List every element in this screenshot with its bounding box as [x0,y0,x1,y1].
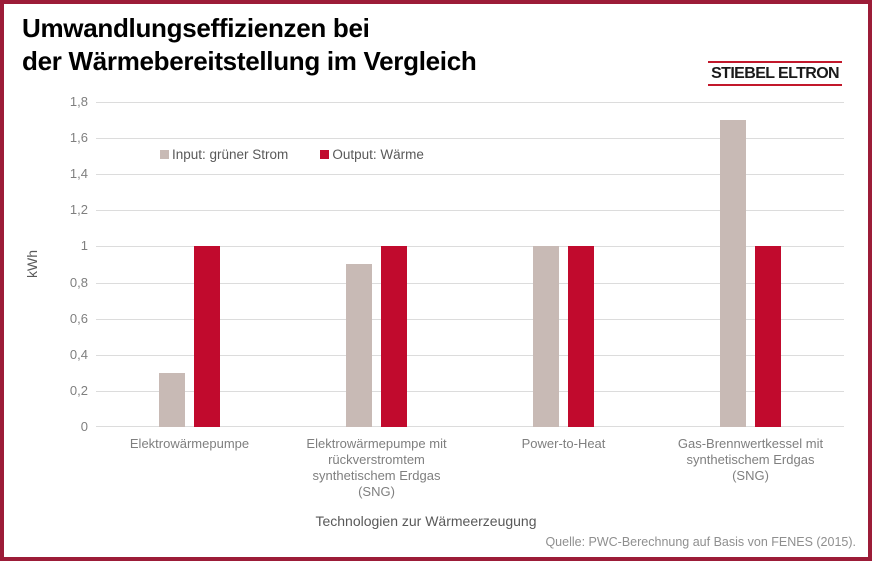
gridline [96,355,844,356]
y-tick-label: 1,6 [69,130,88,145]
x-category-label: Elektrowärmepumpe [129,436,250,451]
legend-swatch-output [320,150,330,159]
gridline [96,283,844,284]
stiebel-eltron-logo: STIEBEL ELTRON [708,61,842,86]
gridline [96,391,844,392]
y-axis-title: kWh [24,250,40,278]
bar-output [568,246,594,427]
y-tick-label: 1,2 [69,202,88,217]
gridline [96,246,844,247]
y-tick-label: 1 [80,238,88,253]
gridline [96,319,844,320]
x-category-label: Power-to-Heat [521,436,606,451]
page-title: Umwandlungseffizienzen bei der Wärmebere… [22,12,477,78]
gridline [96,210,844,211]
legend-swatch-input [160,150,169,159]
legend-item: Input: grüner Strom [160,147,288,162]
bar-output [755,246,781,427]
gridline [96,174,844,175]
x-category-label: Elektrowärmepumpe mit rückverstromtem sy… [306,436,447,499]
legend-item-label: Output: Wärme [332,147,424,162]
x-category-label: Gas-Brennwertkessel mit synthetischem Er… [677,436,824,483]
bar-input [346,264,372,427]
y-tick-label: 0,4 [69,347,88,362]
plot-area: 0 0,2 0,4 0,6 0,8 1 1,2 1,4 1,6 1,8 Elektrowärmepu… [70,94,844,499]
bar-input [533,246,559,427]
bar-output [381,246,407,427]
gridline [96,426,844,427]
y-tick-label: 0,6 [69,311,88,326]
x-axis-title: Technologien zur Wärmeerzeugung [315,513,537,529]
title-line-2: der Wärmebereitstellung im Vergleich [22,46,477,76]
bar-output [194,246,220,427]
y-tick-label: 0,8 [69,275,88,290]
y-tick-label: 1,4 [69,166,88,181]
title-line-1: Umwandlungseffizienzen bei [22,13,370,43]
y-tick-label: 0 [80,419,88,434]
legend-item-label: Input: grüner Strom [172,147,289,162]
bar-input [159,373,185,427]
gridline [96,138,844,139]
y-tick-label: 1,8 [69,94,88,109]
bar-input [720,120,746,427]
source-note: Quelle: PWC-Berechnung auf Basis von FEN… [545,535,856,549]
legend: Input: grüner Strom Output: Wärme [160,147,424,162]
legend-item: Output: Wärme [320,147,424,162]
gridline [96,102,844,103]
y-tick-label: 0,2 [69,383,88,398]
